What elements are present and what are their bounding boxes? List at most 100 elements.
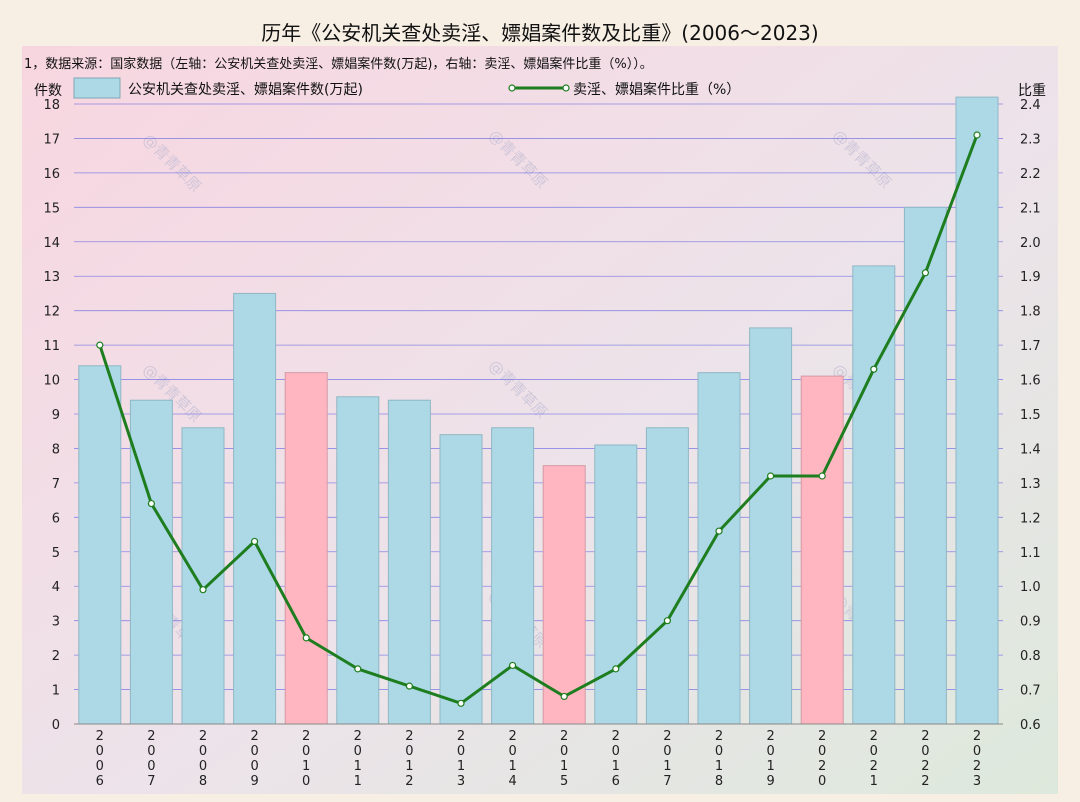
right-tick-label: 1.3 xyxy=(1020,477,1041,492)
line-point xyxy=(354,665,362,673)
line-point xyxy=(302,634,310,642)
legend-line-marker-left xyxy=(508,84,516,92)
left-tick-label: 18 xyxy=(43,98,60,113)
left-tick-label: 7 xyxy=(52,477,60,492)
right-tick-label: 0.8 xyxy=(1020,649,1041,664)
legend-line-label: 卖淫、嫖娼案件比重（%） xyxy=(573,81,740,98)
line-point xyxy=(766,472,775,480)
line-point xyxy=(199,586,207,594)
line-point xyxy=(921,269,930,277)
line-point xyxy=(715,527,723,535)
left-tick-label: 8 xyxy=(52,442,60,457)
right-tick-label: 1.8 xyxy=(1020,305,1041,320)
left-tick-label: 6 xyxy=(52,511,60,526)
right-tick-label: 0.6 xyxy=(1020,718,1041,733)
right-tick-label: 2.1 xyxy=(1020,201,1041,216)
line-point xyxy=(612,665,620,673)
right-tick-label: 1.6 xyxy=(1020,374,1041,389)
bar xyxy=(491,427,535,725)
left-tick-label: 0 xyxy=(52,718,60,733)
left-tick-label: 5 xyxy=(52,546,60,561)
left-tick-label: 17 xyxy=(43,132,60,147)
bar xyxy=(749,327,793,725)
right-axis-title: 比重 xyxy=(1018,83,1046,99)
bar xyxy=(903,206,947,725)
left-tick-label: 11 xyxy=(43,339,60,354)
bar xyxy=(284,372,328,725)
right-tick-label: 1.4 xyxy=(1020,442,1041,457)
left-tick-label: 1 xyxy=(52,684,60,699)
left-tick-label: 16 xyxy=(43,167,60,182)
bar xyxy=(233,292,277,725)
line-point xyxy=(508,661,517,670)
line-point xyxy=(405,682,413,690)
bar-series xyxy=(78,96,999,725)
right-tick-label: 2.3 xyxy=(1020,132,1041,147)
bar xyxy=(129,399,173,725)
right-axis-ticks: 0.6 0.7 0.8 0.9 1.0 1.1 1.2 1.3 1.4 1.5 1.6 1.7 1.8 1… xyxy=(1020,98,1041,733)
left-tick-label: 9 xyxy=(52,408,60,423)
legend-bar-swatch xyxy=(73,77,121,99)
left-tick-label: 12 xyxy=(43,305,60,320)
right-tick-label: 1.7 xyxy=(1020,339,1041,354)
bar xyxy=(697,372,741,725)
line-point xyxy=(251,537,259,546)
bar xyxy=(387,399,431,725)
bar xyxy=(955,96,999,725)
bar xyxy=(645,427,689,725)
right-tick-label: 2.0 xyxy=(1020,236,1041,251)
bar xyxy=(594,444,638,725)
line-point xyxy=(457,699,465,707)
right-tick-label: 2.4 xyxy=(1020,98,1041,113)
left-tick-label: 2 xyxy=(52,649,60,664)
right-tick-label: 1.5 xyxy=(1020,408,1041,423)
series-line xyxy=(98,134,979,705)
legend-line-marker-right xyxy=(562,84,570,92)
right-tick-label: 1.0 xyxy=(1020,580,1041,595)
right-tick-label: 0.7 xyxy=(1020,684,1041,699)
x-axis-ticks: 2 0 0 6 2 0 0 7 2 0 0 8 2 0 0 9 2 0 1 0 2 0 1 1 2 0 1 2 2 0 1 3 2 0 1 4 2 0 1 5… xyxy=(96,729,981,789)
line-point xyxy=(973,131,981,139)
left-tick-label: 15 xyxy=(43,201,60,216)
right-tick-label: 1.9 xyxy=(1020,270,1041,285)
legend-bar-label: 公安机关查处卖淫、嫖娼案件数(万起) xyxy=(128,81,363,98)
line-point xyxy=(96,341,104,349)
left-tick-label: 4 xyxy=(52,580,60,595)
bar xyxy=(542,465,586,725)
left-tick-label: 14 xyxy=(43,236,60,251)
bar xyxy=(78,365,122,725)
right-tick-label: 2.2 xyxy=(1020,167,1041,182)
left-tick-label: 3 xyxy=(52,615,60,630)
gridlines xyxy=(74,103,1003,690)
line-series xyxy=(96,131,981,707)
line-point xyxy=(560,692,568,701)
line-point xyxy=(818,472,826,480)
line-point xyxy=(663,617,672,625)
right-tick-label: 1.2 xyxy=(1020,511,1041,526)
bar xyxy=(439,434,483,725)
line-point xyxy=(147,499,155,508)
right-tick-label: 0.9 xyxy=(1020,615,1041,630)
legend: 公安机关查处卖淫、嫖娼案件数(万起) 卖淫、嫖娼案件比重（%） xyxy=(73,77,740,99)
line-point xyxy=(870,365,878,373)
bar xyxy=(852,265,896,725)
